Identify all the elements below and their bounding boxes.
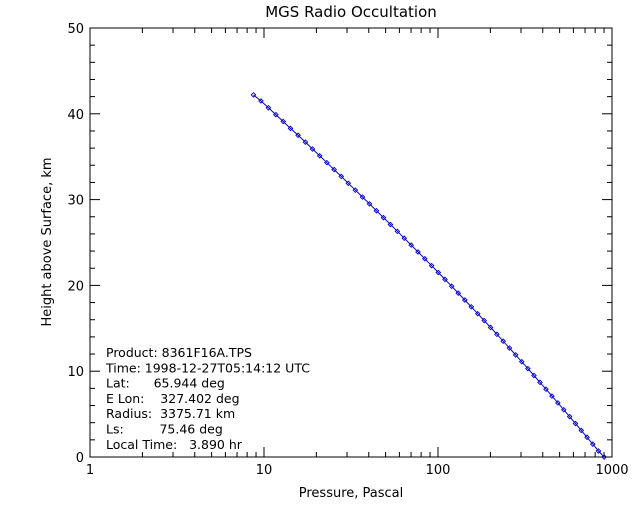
x-axis-label: Pressure, Pascal — [299, 486, 404, 501]
data-point — [359, 194, 366, 200]
x-tick-label: 1000 — [595, 463, 628, 478]
data-point — [250, 92, 257, 98]
data-point — [543, 386, 549, 393]
data-point — [415, 249, 421, 255]
data-point — [512, 352, 519, 358]
data-point — [481, 317, 488, 324]
data-point — [474, 310, 481, 317]
data-point — [373, 207, 380, 214]
info-line: Radius: 3375.71 km — [106, 406, 235, 421]
data-point — [589, 441, 596, 447]
data-point — [316, 153, 323, 159]
data-point — [435, 269, 442, 276]
data-point — [572, 420, 579, 427]
chart-title: MGS Radio Occultation — [265, 3, 437, 21]
axis-ticks — [89, 27, 613, 458]
info-line: E Lon: 327.402 deg — [106, 391, 240, 406]
data-point — [345, 180, 352, 187]
data-point — [421, 255, 428, 262]
data-point — [352, 187, 359, 193]
series-line — [253, 94, 605, 458]
data-point — [518, 358, 525, 365]
data-point — [401, 235, 408, 242]
data-point — [494, 331, 500, 338]
data-point — [265, 104, 272, 111]
data-point — [595, 448, 602, 454]
plot-frame — [89, 27, 613, 458]
data-point — [408, 242, 414, 248]
info-line: Local Time: 3.890 hr — [106, 437, 243, 452]
data-point — [442, 276, 448, 283]
data-point — [555, 400, 561, 406]
y-axis-label: Height above Surface, km — [40, 157, 55, 326]
info-line: Ls: 75.46 deg — [106, 422, 223, 437]
x-tick-label: 10 — [256, 463, 273, 478]
data-point — [280, 118, 287, 125]
data-point — [380, 214, 387, 221]
data-point — [455, 290, 462, 296]
data-point — [448, 283, 455, 290]
data-point — [506, 345, 513, 351]
x-tick-label: 100 — [426, 463, 451, 478]
y-tick-label: 30 — [67, 194, 84, 209]
data-point — [324, 159, 330, 166]
y-tick-label: 0 — [76, 451, 84, 466]
data-point — [287, 125, 294, 132]
data-point — [366, 201, 373, 207]
data-point — [428, 262, 435, 269]
y-tick-label: 20 — [67, 279, 84, 294]
info-line: Time: 1998-12-27T05:14:12 UTC — [105, 360, 310, 375]
data-point — [549, 393, 555, 399]
data-point — [584, 434, 590, 441]
series-group — [250, 92, 607, 460]
data-point — [331, 166, 337, 173]
data-point — [500, 338, 507, 345]
data-point — [273, 111, 279, 118]
data-point — [295, 132, 301, 139]
data-point — [461, 297, 468, 303]
x-tick-label: 1 — [86, 463, 94, 478]
data-point — [309, 146, 316, 152]
data-point — [487, 324, 494, 331]
data-point — [537, 379, 543, 386]
y-tick-label: 40 — [67, 108, 84, 123]
data-point — [258, 98, 264, 104]
info-line: Product: 8361F16A.TPS — [106, 345, 252, 360]
data-point — [560, 406, 567, 413]
data-point — [394, 228, 401, 235]
data-point — [531, 372, 537, 379]
data-point — [578, 427, 585, 434]
info-line: Lat: 65.944 deg — [106, 376, 225, 391]
axis-tick-labels: 1 10 100 1000 0 10 20 30 40 50 — [67, 22, 628, 478]
y-tick-label: 50 — [67, 22, 84, 37]
data-point — [387, 221, 394, 228]
data-point — [468, 304, 475, 310]
data-point — [302, 139, 309, 145]
y-tick-label: 10 — [67, 365, 84, 380]
data-point — [525, 365, 531, 372]
data-point — [601, 454, 607, 460]
data-point — [566, 413, 573, 420]
data-point — [338, 173, 345, 180]
